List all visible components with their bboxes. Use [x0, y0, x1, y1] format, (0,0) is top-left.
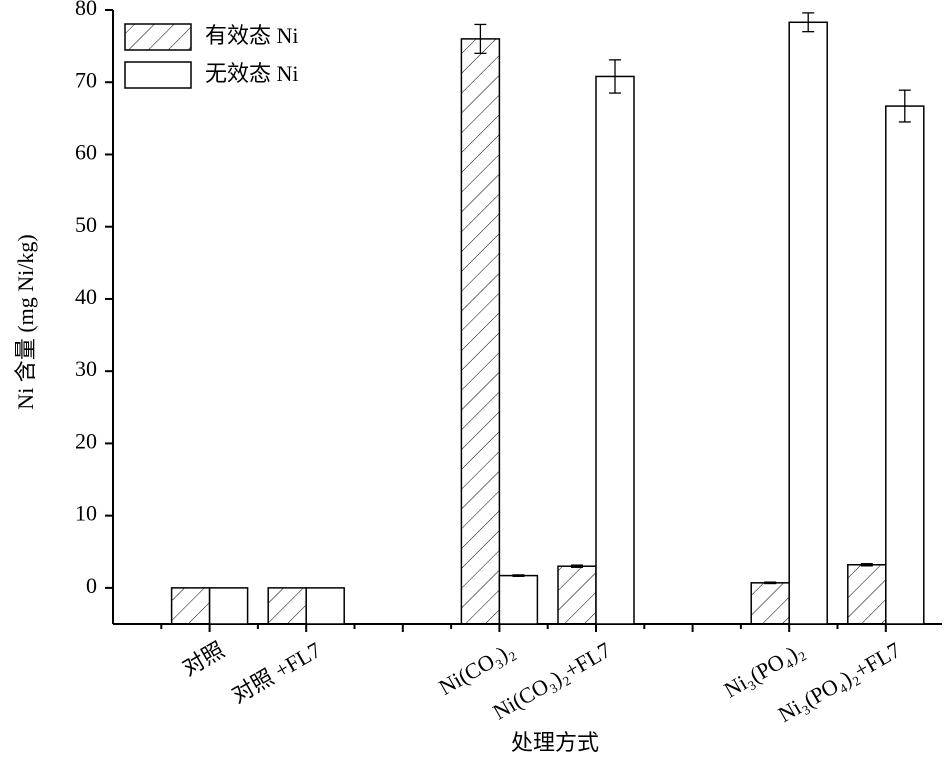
error-bar — [512, 574, 525, 577]
error-bar — [609, 59, 621, 94]
y-tick-label: 70 — [75, 67, 97, 92]
error-bar — [802, 12, 815, 33]
y-tick-label: 40 — [75, 284, 97, 309]
y-axis-title: Ni 含量 (mg Ni/kg) — [13, 234, 38, 409]
legend-label: 有效态 Ni — [205, 23, 299, 48]
x-tick-label: Ni(CO₃)₂ — [434, 637, 518, 700]
bar — [305, 587, 345, 625]
x-tick-label: 对照 +FL7 — [227, 637, 325, 708]
legend-swatch — [124, 61, 192, 89]
y-tick-label: 0 — [86, 573, 97, 598]
y-tick-label: 60 — [75, 140, 97, 165]
bar — [595, 75, 635, 625]
error-bar — [860, 563, 873, 567]
y-tick-label: 80 — [75, 0, 97, 20]
y-tick-label: 50 — [75, 212, 97, 237]
bar — [208, 587, 249, 625]
bar — [170, 587, 211, 625]
y-tick-label: 10 — [75, 501, 97, 526]
bar — [750, 582, 790, 625]
legend-swatch — [124, 23, 192, 51]
bar — [267, 587, 307, 625]
bar — [847, 564, 887, 625]
legend-label: 无效态 Ni — [205, 61, 299, 86]
error-bar — [898, 89, 911, 123]
x-axis-title: 处理方式 — [511, 730, 599, 755]
bar — [885, 105, 925, 625]
bar — [460, 38, 501, 625]
bar — [557, 565, 597, 625]
error-bar — [571, 564, 583, 568]
y-tick-label: 30 — [75, 356, 97, 381]
x-tick-label: 对照 — [178, 637, 229, 681]
error-bar — [764, 581, 777, 585]
bar — [498, 574, 539, 625]
error-bar — [474, 23, 487, 54]
y-tick-label: 20 — [75, 428, 97, 453]
bar — [788, 21, 828, 625]
